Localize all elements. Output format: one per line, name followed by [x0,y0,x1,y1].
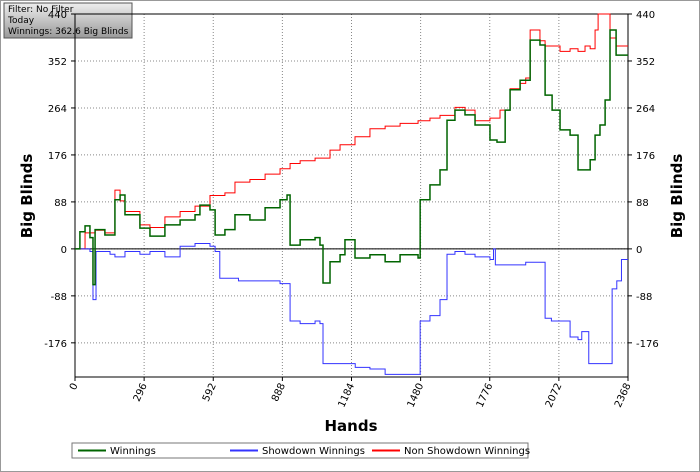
y2-axis-title: Big Blinds [668,154,686,239]
y2-tick-label: -88 [636,292,652,303]
y2-tick-label: 440 [636,10,655,21]
legend-label: Showdown Winnings [262,446,365,457]
info-text: Filter: No Filter [8,5,74,15]
y2-tick-label: 176 [636,151,655,162]
plot-border [74,13,629,378]
y-tick-label: 0 [61,245,67,256]
y-tick-label: 176 [48,151,67,162]
series-line [75,243,628,375]
series-line [75,29,628,286]
x-tick-label: 0 [68,382,81,392]
legend [71,442,529,459]
y2-tick-label: 0 [636,245,642,256]
y2-tick-label: 88 [636,198,649,209]
info-text: Today [7,16,35,26]
y-tick-label: -176 [44,339,67,350]
y2-tick-label: -176 [636,339,659,350]
info-text: Winnings: 362.6 Big Blinds [8,27,129,37]
y-axis-title: Big Blinds [18,154,36,239]
y-tick-label: 352 [48,57,67,68]
y-tick-label: -88 [51,292,67,303]
y-tick-label: 264 [48,104,67,115]
y-tick-label: 440 [48,10,67,21]
legend-label: Winnings [110,446,156,457]
info-box [3,2,133,39]
y-tick-label: 88 [54,198,67,209]
y2-tick-label: 352 [636,57,655,68]
legend-label: Non Showdown Winnings [404,446,530,457]
y2-tick-label: 264 [636,104,655,115]
x-axis-title: Hands [324,417,377,435]
series-line [75,13,628,250]
